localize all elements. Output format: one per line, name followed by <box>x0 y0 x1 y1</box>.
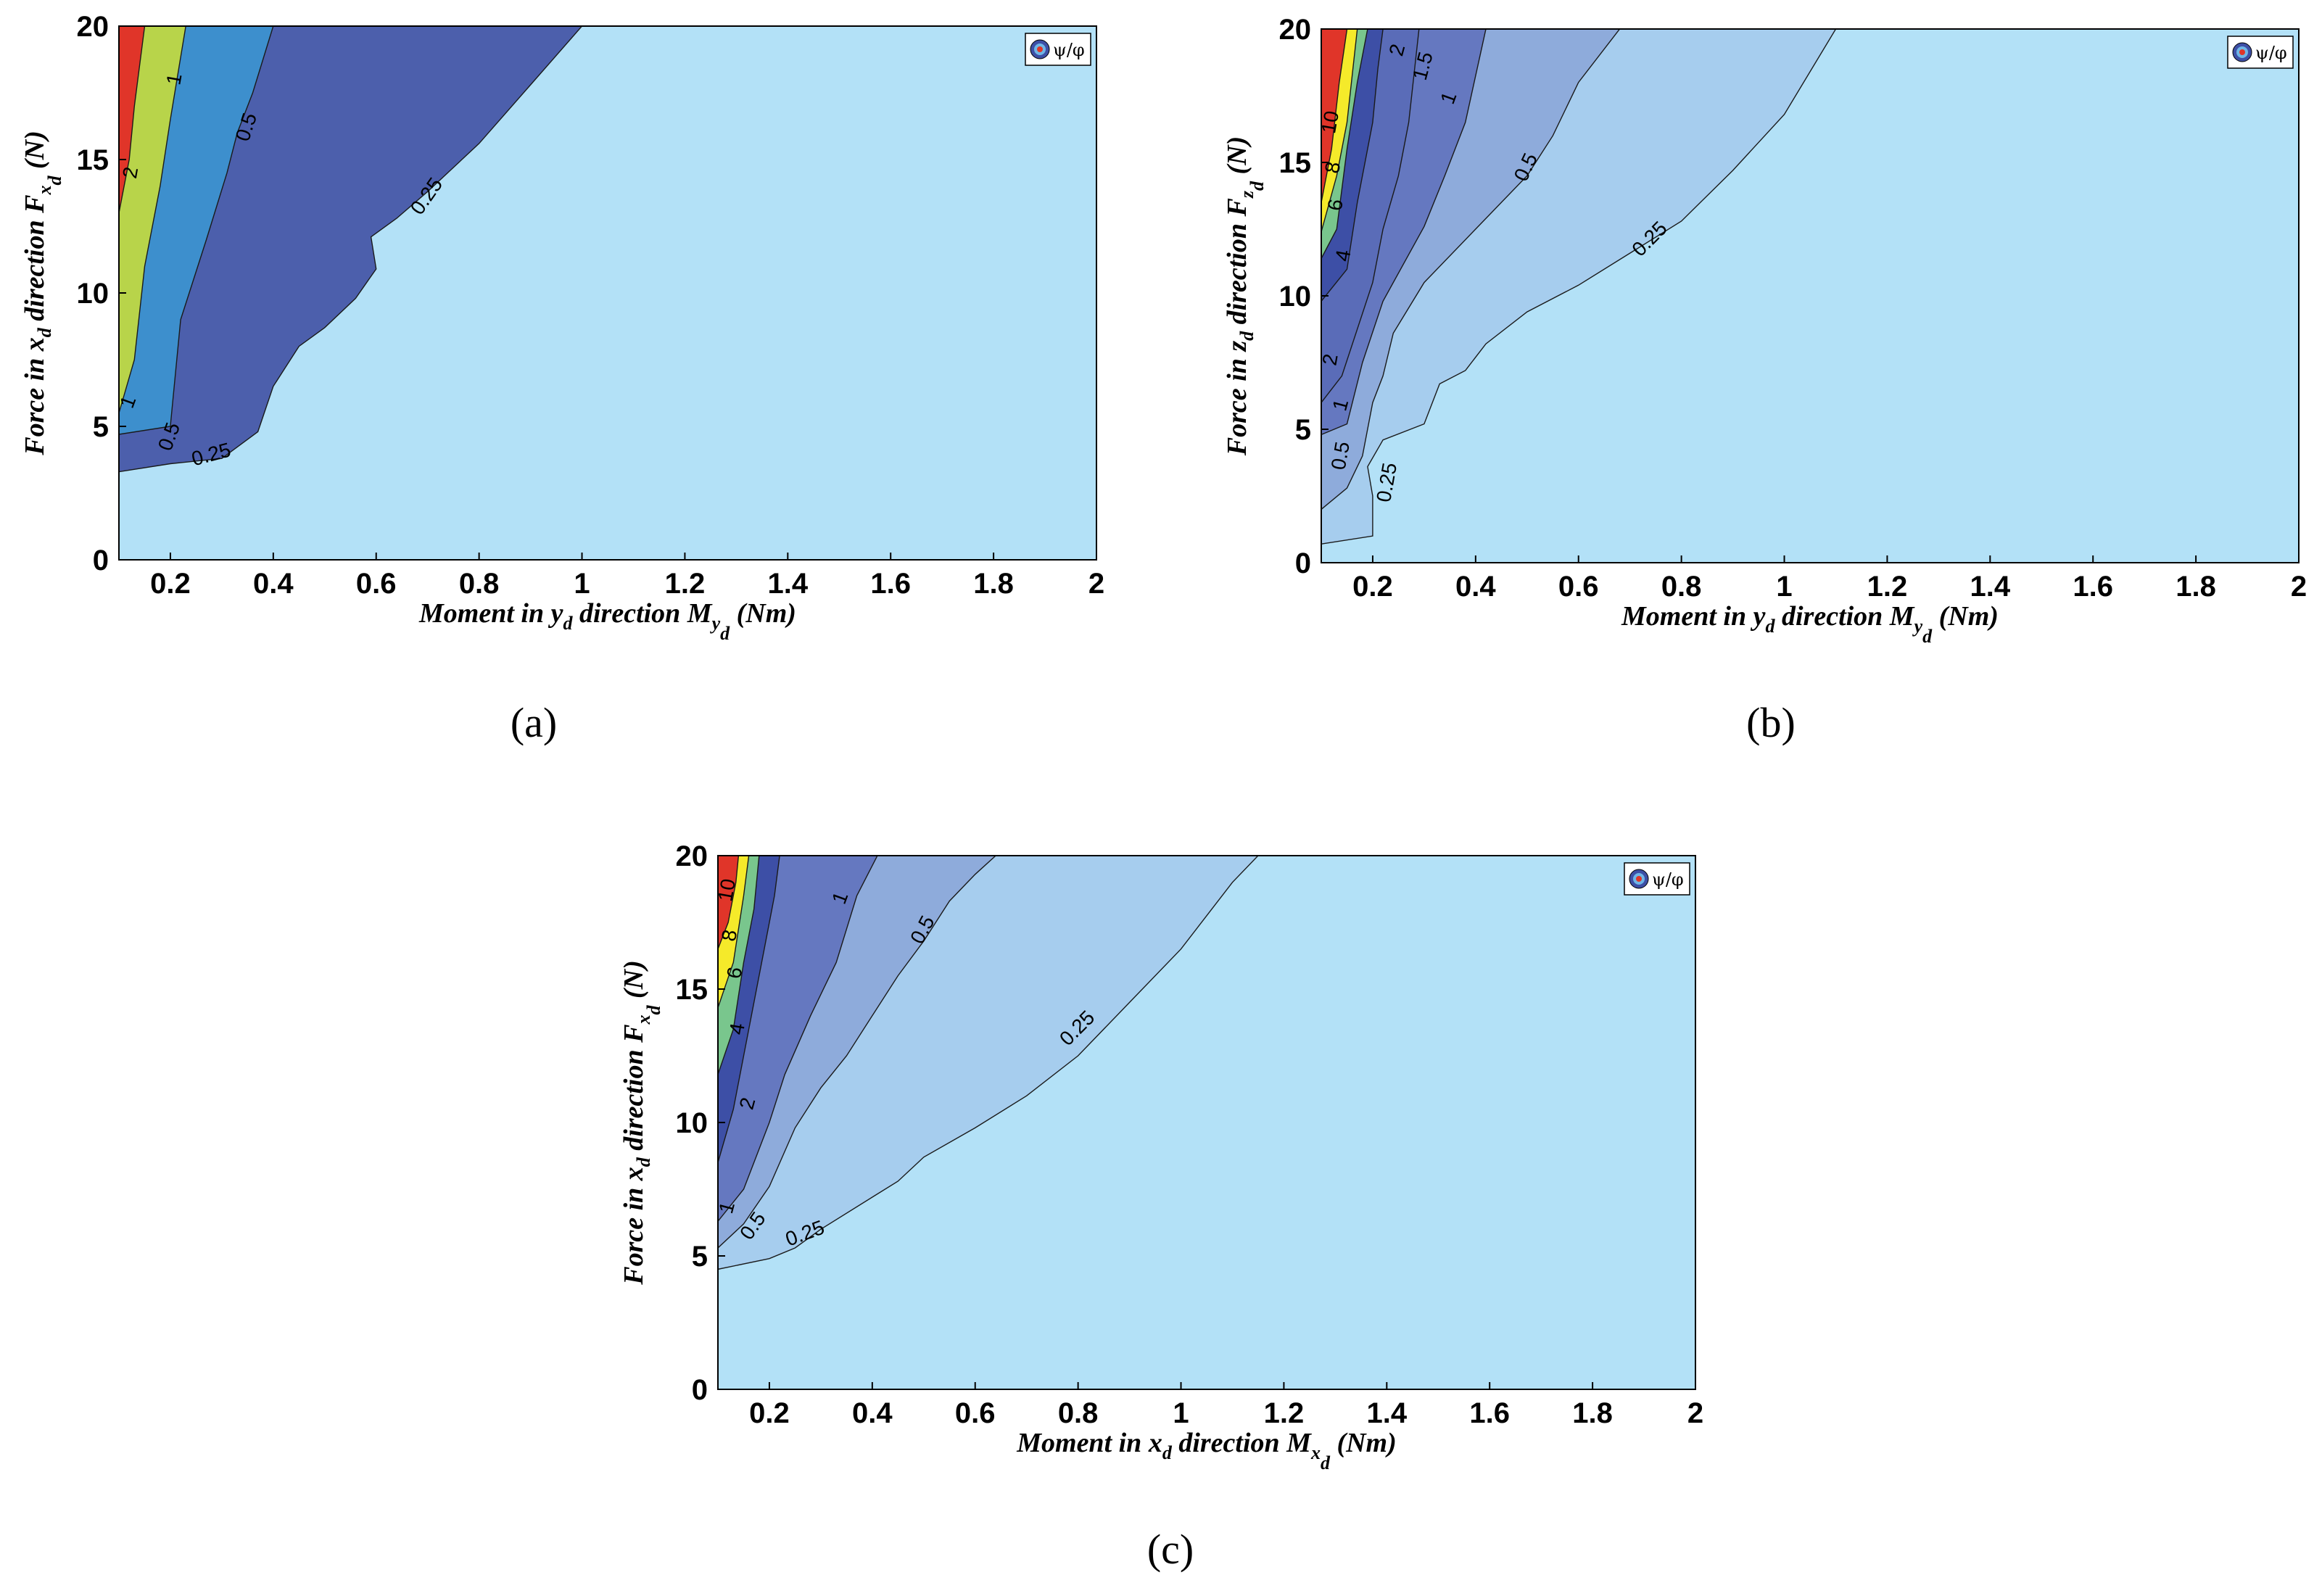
contour-level-label: 2 <box>118 165 142 181</box>
y-tick-label: 10 <box>676 1107 708 1139</box>
x-axis-label: Moment in xd direction Mxd (Nm) <box>1016 1428 1397 1473</box>
x-tick-label: 0.2 <box>150 568 191 600</box>
x-tick-label: 1.8 <box>1572 1397 1613 1429</box>
contour-plot-b: 0.2 0.4 0.6 0.8 1 1.2 1.4 1.6 1.8 205101520108642… <box>1222 14 2307 746</box>
contour-level-label: 8 <box>717 928 741 943</box>
y-tick-label: 15 <box>676 974 708 1006</box>
x-tick-label: 0.4 <box>1455 571 1496 603</box>
y-tick-label: 0 <box>692 1374 708 1406</box>
panel-label-a: (a) <box>511 699 557 746</box>
y-tick-label: 5 <box>93 411 109 443</box>
x-tick-label: 1.6 <box>870 568 911 600</box>
x-tick-label: 0.6 <box>1558 571 1599 603</box>
x-tick-label: 1.2 <box>665 568 706 600</box>
x-tick-label: 1.4 <box>1970 571 2011 603</box>
x-tick-label: 1.8 <box>2176 571 2216 603</box>
x-tick-label: 0.6 <box>356 568 397 600</box>
y-tick-label: 0 <box>93 545 109 576</box>
x-tick-label: 0.4 <box>253 568 294 600</box>
y-tick-label: 10 <box>77 278 110 310</box>
x-tick-label: 1.8 <box>973 568 1014 600</box>
y-tick-label: 20 <box>1279 14 1312 46</box>
x-tick-label: 1.6 <box>2073 571 2113 603</box>
y-tick-label: 5 <box>692 1241 708 1273</box>
x-tick-label: 1 <box>1173 1397 1189 1429</box>
legend-a: ψ/φ <box>1025 33 1091 66</box>
contour-level-label: 10 <box>1317 109 1343 135</box>
x-tick-label: 0.6 <box>955 1397 996 1429</box>
legend-label: ψ/φ <box>1652 869 1684 890</box>
contour-level-label: 2 <box>1384 41 1409 58</box>
contour-plot-a: 0.2 0.4 0.6 0.8 1 1.2 1.4 1.6 1.8 2051015202110.5… <box>20 11 1104 746</box>
legend-b: ψ/φ <box>2227 36 2294 69</box>
panel-label-b: (b) <box>1746 699 1796 746</box>
y-axis-label: Force in zd direction Fzd (N) <box>1222 136 1268 456</box>
x-axis-label: Moment in yd direction Myd (Nm) <box>1621 601 1999 647</box>
contour-level-label: 6 <box>1323 197 1347 212</box>
x-tick-label: 2 <box>1088 568 1104 600</box>
legend-label: ψ/φ <box>2255 43 2287 63</box>
x-tick-label: 0.2 <box>1352 571 1393 603</box>
x-tick-label: 0.8 <box>459 568 500 600</box>
x-tick-label: 2 <box>2291 571 2307 603</box>
y-tick-label: 0 <box>1295 547 1311 579</box>
x-tick-label: 0.2 <box>749 1397 790 1429</box>
contour-level-label: 10 <box>714 877 740 903</box>
x-tick-label: 1 <box>574 568 590 600</box>
y-tick-label: 20 <box>676 840 708 872</box>
contour-region-c-6 <box>718 856 740 950</box>
y-tick-label: 20 <box>77 11 110 43</box>
contour-region-a-3 <box>119 26 146 213</box>
x-tick-label: 0.8 <box>1661 571 1702 603</box>
y-axis-label: Force in xd direction Fxd (N) <box>619 960 664 1286</box>
x-tick-label: 1 <box>1776 571 1792 603</box>
x-tick-label: 2 <box>1687 1397 1703 1429</box>
panel-label-c: (c) <box>1147 1526 1194 1573</box>
x-tick-label: 1.2 <box>1264 1397 1305 1429</box>
contour-level-label: 1 <box>162 72 186 87</box>
legend-label: ψ/φ <box>1053 40 1085 60</box>
x-tick-label: 1.2 <box>1867 571 1908 603</box>
contour-level-label: 6 <box>722 965 746 980</box>
x-tick-label: 1.4 <box>1367 1397 1408 1429</box>
y-tick-label: 15 <box>1279 147 1312 179</box>
contour-level-label: 4 <box>1331 248 1355 263</box>
legend-c: ψ/φ <box>1624 862 1690 896</box>
contour-level-label: 2 <box>1318 352 1342 368</box>
x-axis-label: Moment in yd direction Myd (Nm) <box>418 598 796 644</box>
y-tick-label: 10 <box>1279 281 1312 313</box>
x-tick-label: 1.6 <box>1469 1397 1510 1429</box>
y-tick-label: 15 <box>77 144 110 176</box>
x-tick-label: 0.8 <box>1058 1397 1099 1429</box>
y-axis-label: Force in xd direction Fxd (N) <box>20 131 65 456</box>
contour-level-label: 4 <box>725 1021 749 1036</box>
contour-level-label: 2 <box>735 1095 760 1112</box>
contour-region-a-2 <box>119 26 186 413</box>
contour-region-b-7 <box>1321 29 1348 203</box>
contour-level-label: 8 <box>1321 160 1344 175</box>
x-tick-label: 1.4 <box>768 568 809 600</box>
contour-level-label: 1 <box>714 1199 739 1216</box>
y-tick-label: 5 <box>1295 414 1311 446</box>
x-tick-label: 0.4 <box>852 1397 893 1429</box>
contour-level-label: 0.5 <box>1327 440 1354 472</box>
contour-plot-c: 0.2 0.4 0.6 0.8 1 1.2 1.4 1.6 1.8 205101520108642… <box>619 840 1703 1573</box>
contour-level-label: 1 <box>1328 397 1352 413</box>
